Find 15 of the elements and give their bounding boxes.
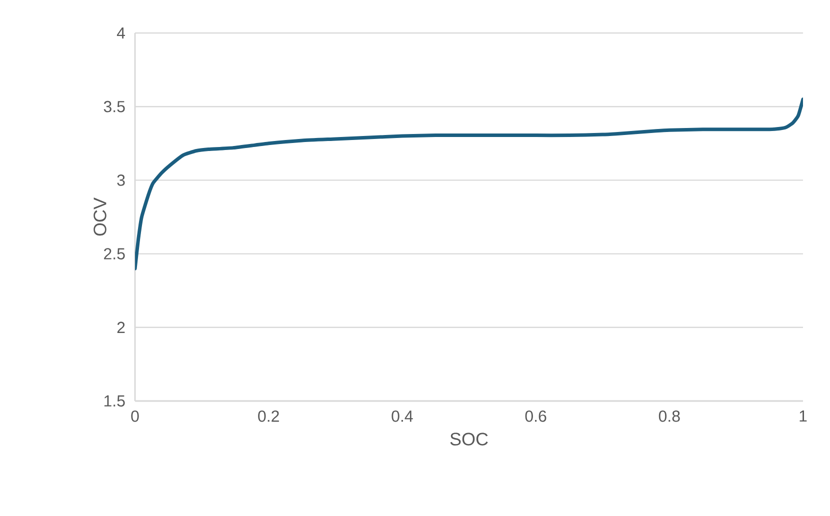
x-tick-label: 0.6 — [525, 410, 546, 422]
x-tick-label: 0 — [131, 410, 139, 422]
x-tick-label: 0.2 — [258, 410, 279, 422]
y-tick-label: 4 — [116, 27, 125, 38]
line-series — [135, 97, 803, 270]
y-tick-label: 1.5 — [104, 395, 125, 407]
y-tick-label: 2 — [117, 322, 125, 333]
x-tick-label: 0.8 — [658, 410, 680, 422]
x-tick-label: 0.4 — [392, 410, 413, 422]
y-tick-label: 2.5 — [104, 248, 125, 260]
x-axis-title: SOC — [450, 432, 488, 446]
y-tick-label: 3.5 — [104, 100, 125, 112]
y-tick-label: 3 — [117, 174, 125, 186]
y-axis-title: OCV — [94, 198, 106, 236]
x-tick-label: 1 — [800, 410, 807, 422]
